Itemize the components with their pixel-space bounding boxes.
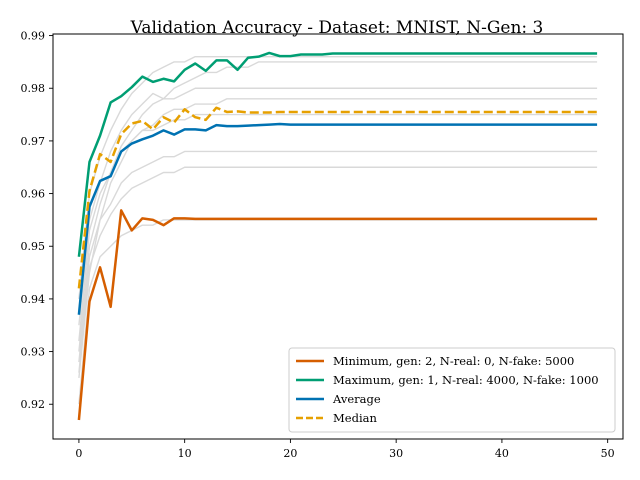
y-tick-label: 0.98	[21, 82, 46, 95]
y-tick-label: 0.93	[21, 346, 46, 359]
x-tick-label: 0	[75, 447, 82, 460]
x-tick-label: 50	[601, 447, 615, 460]
legend: Minimum, gen: 2, N-real: 0, N-fake: 5000…	[288, 347, 616, 433]
legend-label: Median	[333, 411, 377, 425]
y-tick-label: 0.94	[21, 293, 46, 306]
series-line-median	[77, 106, 598, 289]
series-line-average	[77, 122, 598, 315]
background-run-line-2	[78, 55, 598, 299]
legend-label: Minimum, gen: 2, N-real: 0, N-fake: 5000	[333, 354, 574, 368]
background-run-line-3	[78, 87, 598, 352]
background-run-line-7	[78, 166, 598, 373]
y-tick-label: 0.92	[21, 398, 46, 411]
x-tick-label: 30	[389, 447, 403, 460]
x-tick-label: 40	[495, 447, 509, 460]
x-tick-label: 20	[283, 447, 297, 460]
background-run-line-1	[78, 61, 598, 326]
background-series-group	[78, 55, 598, 405]
y-axis: 0.92 0.93 0.94 0.95 0.96 0.97 0.98 0.99	[21, 30, 53, 411]
chart-title: Validation Accuracy - Dataset: MNIST, N-…	[130, 18, 544, 38]
x-tick-label: 10	[178, 447, 192, 460]
series-line-maximum	[77, 51, 598, 257]
y-tick-label: 0.97	[21, 135, 46, 148]
background-run-line-5	[78, 113, 598, 342]
y-tick-label: 0.95	[21, 240, 46, 253]
y-tick-label: 0.96	[21, 188, 46, 201]
legend-box	[288, 347, 616, 433]
legend-label: Maximum, gen: 1, N-real: 4000, N-fake: 1…	[333, 373, 599, 387]
x-axis: 0 10 20 30 40 50	[75, 439, 615, 460]
legend-label: Average	[332, 392, 381, 406]
main-series-group	[77, 51, 598, 421]
series-line-minimum	[77, 209, 598, 421]
y-tick-label: 0.99	[21, 30, 46, 43]
background-run-line-4	[78, 98, 598, 378]
background-run-line-6	[78, 150, 598, 363]
plot-area-frame	[52, 33, 624, 440]
